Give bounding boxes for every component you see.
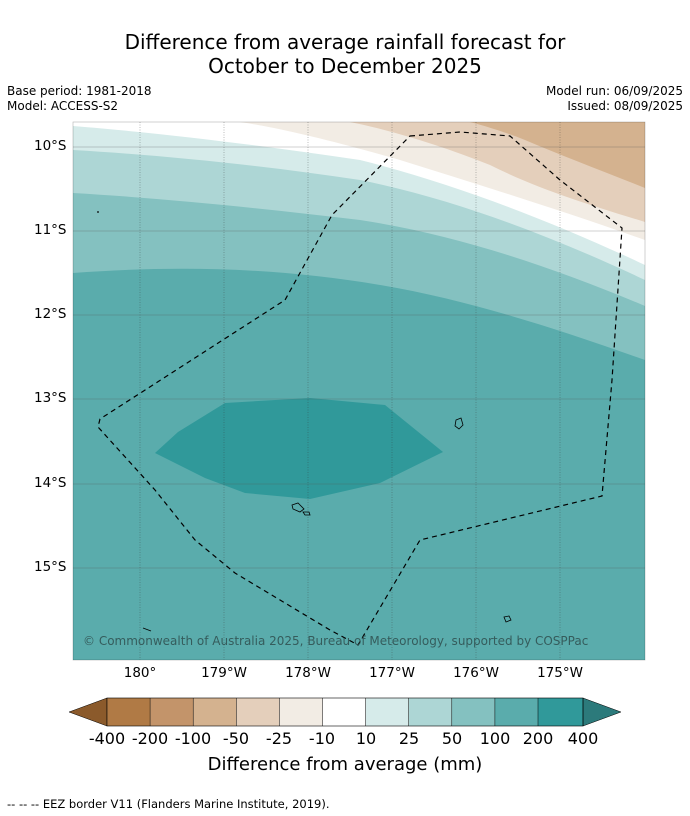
colorbar-label: -400 [88, 729, 126, 748]
colorbar-bin-6 [322, 698, 366, 726]
colorbar-bin-5 [279, 698, 323, 726]
lon-label-177w: 177°W [369, 665, 415, 681]
colorbar-label: -10 [308, 729, 336, 748]
island-central [291, 502, 305, 513]
colorbar-low-extension [68, 697, 108, 727]
lat-label-11s: 11°S [34, 222, 67, 238]
colorbar-bin-9 [451, 698, 495, 726]
longitude-gridlines [139, 122, 561, 660]
lon-label-176w: 176°W [453, 665, 499, 681]
lon-label-178w: 178°W [285, 665, 331, 681]
lat-label-12s: 12°S [34, 306, 67, 322]
eez-border [97, 131, 623, 646]
colorbar-bin-10 [494, 698, 538, 726]
latitude-gridlines [73, 146, 645, 569]
colorbar-bin-3 [193, 698, 237, 726]
colorbar-frame [106, 697, 584, 727]
model-run: Model run: 06/09/2025 [545, 84, 683, 98]
colorbar-label: -50 [222, 729, 250, 748]
colorbar-label: 100 [479, 729, 511, 748]
colorbar-label: -200 [131, 729, 169, 748]
island-east [454, 417, 464, 430]
colorbar-high-extension [582, 697, 622, 727]
copyright-notice: © Commonwealth of Australia 2025, Bureau… [83, 634, 589, 648]
colorbar-title: Difference from average (mm) [207, 754, 483, 775]
band-minus-50 [470, 122, 645, 188]
colorbar-bin-2 [150, 698, 194, 726]
colorbar-label: -25 [265, 729, 293, 748]
colorbar-label: 400 [567, 729, 599, 748]
map-title: Difference from average rainfall forecas… [0, 30, 690, 78]
lat-label-13s: 13°S [34, 390, 67, 406]
lat-label-10s: 10°S [34, 138, 67, 154]
issued-date: Issued: 08/09/2025 [567, 99, 683, 113]
band-200-400 [155, 398, 443, 499]
colorbar [68, 697, 622, 727]
model-name: Model: ACCESS-S2 [7, 99, 119, 113]
colorbar-label: 10 [355, 729, 377, 748]
meta-left: Base period: 1981-2018 Model: ACCESS-S2 [7, 84, 152, 114]
colorbar-bin-11 [538, 698, 583, 726]
colorbar-dividers [149, 698, 539, 726]
base-period: Base period: 1981-2018 [7, 84, 152, 98]
lon-label-180: 180° [123, 665, 157, 681]
lon-label-175w: 175°W [537, 665, 583, 681]
eez-footnote: -- -- -- EEZ border V11 (Flanders Marine… [7, 797, 330, 811]
colorbar-bin-1 [107, 698, 151, 726]
island-southeast [503, 615, 512, 623]
colorbar-label: 200 [522, 729, 554, 748]
title-line-1: Difference from average rainfall forecas… [124, 30, 566, 54]
islet-northwest [97, 211, 99, 213]
rainfall-map [73, 122, 645, 660]
colorbar-label: 25 [398, 729, 420, 748]
colorbar-bin-8 [408, 698, 452, 726]
colorbar-label: -100 [174, 729, 212, 748]
colorbar-bin-4 [236, 698, 280, 726]
islet-southwest [142, 627, 152, 632]
colorbar-bin-7 [365, 698, 409, 726]
meta-right: Model run: 06/09/2025 Issued: 08/09/2025 [546, 84, 683, 114]
islet-central [302, 511, 311, 516]
lat-label-15s: 15°S [34, 559, 67, 575]
lon-label-179w: 179°W [201, 665, 247, 681]
colorbar-label: 50 [441, 729, 463, 748]
map-frame [72, 121, 646, 661]
lat-label-14s: 14°S [34, 475, 67, 491]
title-line-2: October to December 2025 [208, 54, 482, 78]
